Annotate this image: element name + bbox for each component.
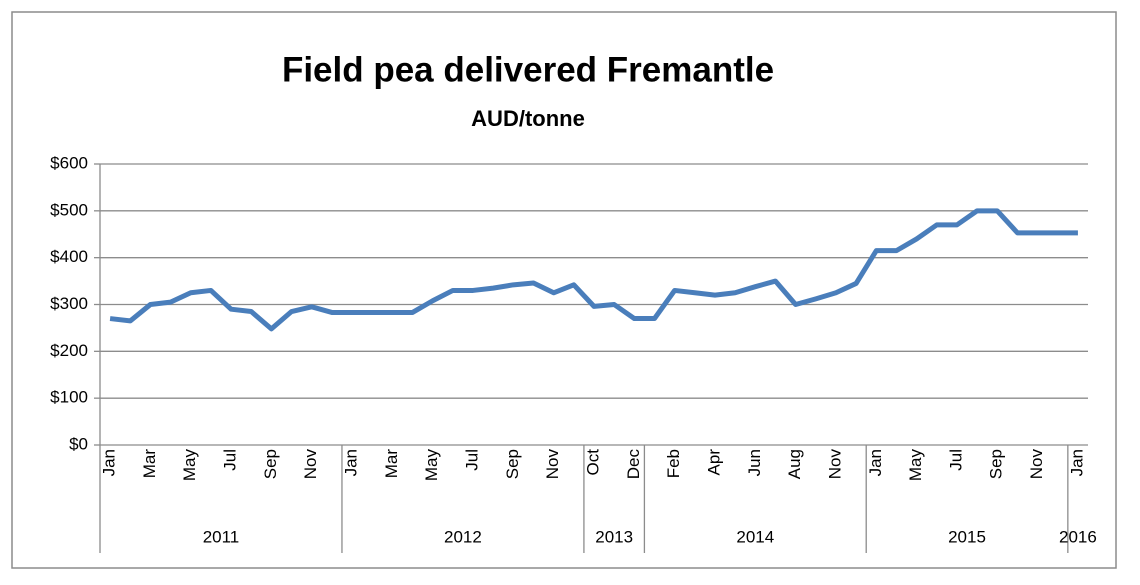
chart-title: Field pea delivered Fremantle: [282, 50, 774, 89]
y-tick-label: $0: [69, 434, 88, 453]
year-label: 2012: [444, 527, 482, 546]
x-tick-label: May: [906, 449, 925, 482]
x-tick-label: Sep: [261, 449, 280, 479]
x-tick-label: Apr: [704, 449, 723, 476]
y-tick-label: $200: [50, 341, 88, 360]
x-tick-label: Jan: [866, 449, 885, 476]
year-label: 2016: [1059, 527, 1097, 546]
y-tick-label: $600: [50, 153, 88, 172]
x-tick-label: Jan: [1067, 449, 1086, 476]
x-tick-label: Jan: [100, 449, 119, 476]
year-label: 2011: [203, 527, 240, 546]
data-line: [109, 208, 1078, 332]
x-tick-label: Sep: [503, 449, 522, 479]
x-tick-label: Oct: [583, 449, 602, 476]
y-tick-label: $100: [50, 388, 88, 407]
y-tick-label: $400: [50, 247, 88, 266]
x-tick-label: Mar: [382, 449, 401, 479]
x-tick-label: Mar: [140, 449, 159, 479]
x-tick-label: Jul: [221, 449, 240, 471]
x-tick-label: Nov: [1027, 449, 1046, 480]
x-tick-label: Nov: [543, 449, 562, 480]
chart-subtitle: AUD/tonne: [471, 106, 585, 131]
x-tick-label: Jun: [745, 449, 764, 476]
x-tick-label: May: [422, 449, 441, 482]
x-tick-label: Jan: [342, 449, 361, 476]
x-tick-label: Dec: [624, 449, 643, 480]
x-tick-label: Nov: [301, 449, 320, 480]
x-tick-label: May: [180, 449, 199, 482]
x-tick-label: Aug: [785, 449, 804, 479]
year-label: 2015: [948, 527, 986, 546]
y-tick-label: $300: [50, 294, 88, 313]
y-tick-label: $500: [50, 200, 88, 219]
x-tick-label: Sep: [987, 449, 1006, 479]
x-tick-label: Feb: [664, 449, 683, 478]
x-tick-label: Jul: [946, 449, 965, 471]
x-tick-label: Nov: [825, 449, 844, 480]
year-label: 2013: [595, 527, 633, 546]
year-label: 2014: [736, 527, 774, 546]
x-tick-label: Jul: [463, 449, 482, 471]
